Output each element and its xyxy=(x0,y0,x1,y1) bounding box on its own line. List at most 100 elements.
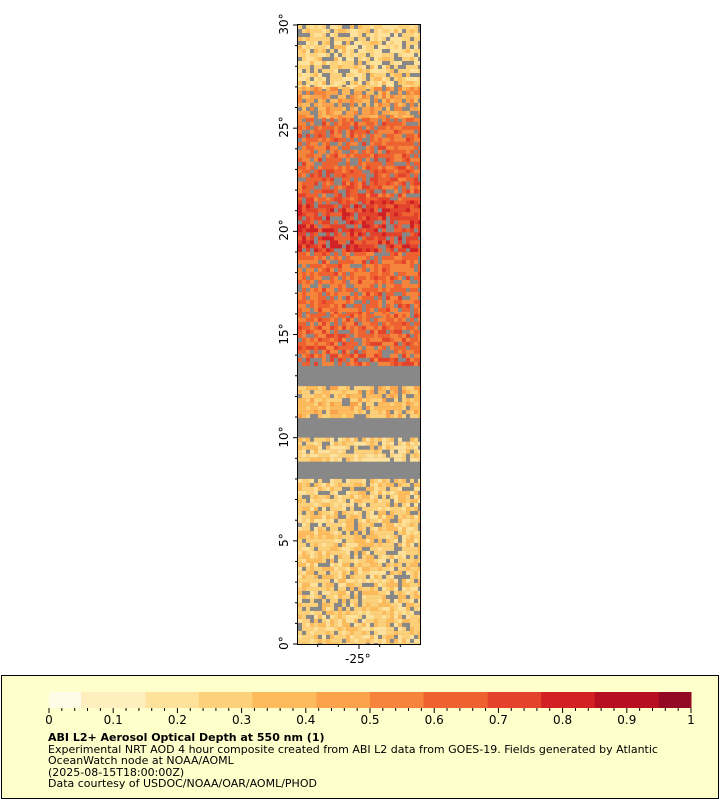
aod-pixel-region-9 xyxy=(354,566,358,571)
aod-pixel-region-4 xyxy=(366,236,370,241)
aod-pixel-region-9 xyxy=(382,618,386,623)
aod-pixel-region-9 xyxy=(302,642,306,644)
aod-pixel-region-3 xyxy=(402,173,406,178)
aod-pixel-region-6 xyxy=(334,313,338,318)
aod-pixel-region-5 xyxy=(374,259,378,264)
aod-pixel-region-9 xyxy=(302,522,306,527)
aod-pixel-region-9 xyxy=(322,534,326,539)
aod-pixel-region-2 xyxy=(366,125,370,130)
aod-pixel-region-0 xyxy=(302,77,306,81)
aod-pixel-region-0 xyxy=(382,33,386,37)
aod-pixel-region-9 xyxy=(330,502,334,507)
aod-pixel-region-3 xyxy=(370,189,374,194)
aod-pixel-region-9 xyxy=(410,526,414,531)
aod-pixel-region-3 xyxy=(318,173,322,178)
aod-pixel-region-9 xyxy=(386,586,390,591)
aod-pixel-region-9 xyxy=(346,590,350,595)
aod-pixel-region-0 xyxy=(302,73,306,77)
aod-pixel-region-9 xyxy=(394,590,398,595)
aod-pixel-region-9 xyxy=(342,622,346,627)
aod-pixel-region-7 xyxy=(414,390,418,395)
aod-pixel-region-6 xyxy=(330,349,334,354)
aod-pixel-region-7 xyxy=(374,406,378,411)
aod-pixel-region-5 xyxy=(346,291,350,296)
aod-pixel-region-4 xyxy=(406,212,410,217)
aod-pixel-region-8 xyxy=(366,449,370,454)
aod-pixel-region-9 xyxy=(354,626,358,631)
aod-pixel-region-2 xyxy=(410,133,414,138)
aod-pixel-region-0 xyxy=(322,29,326,33)
aod-pixel-region-9 xyxy=(342,510,346,515)
aod-pixel-region-2 xyxy=(310,145,314,150)
aod-pixel-region-5 xyxy=(326,251,330,256)
aod-pixel-region-9 xyxy=(354,618,358,623)
aod-pixel-region-9 xyxy=(338,578,342,583)
aod-pixel-region-9 xyxy=(346,502,350,507)
aod-pixel-region-5 xyxy=(358,303,362,308)
aod-pixel-region-1 xyxy=(362,110,366,115)
aod-pixel-region-9 xyxy=(418,630,420,635)
aod-pixel-region-1 xyxy=(374,106,378,111)
aod-pixel-region-7 xyxy=(310,402,314,407)
aod-pixel-region-9 xyxy=(378,570,382,575)
aod-pixel-region-6 xyxy=(394,333,398,338)
aod-pixel-region-2 xyxy=(334,145,338,150)
aod-pixel-region-3 xyxy=(354,177,358,182)
aod-pixel-region-0 xyxy=(354,41,358,45)
aod-pixel-region-6 xyxy=(378,341,382,346)
aod-pixel-region-2 xyxy=(398,121,402,126)
aod-pixel-region-0 xyxy=(350,53,354,57)
aod-pixel-region-0 xyxy=(382,81,386,85)
aod-pixel-region-9 xyxy=(370,478,374,483)
aod-pixel-region-9 xyxy=(334,522,338,527)
aod-pixel-region-5 xyxy=(398,299,402,304)
aod-pixel-region-4 xyxy=(338,244,342,249)
aod-pixel-region-9 xyxy=(366,602,370,607)
aod-pixel-region-8 xyxy=(354,457,358,462)
aod-pixel-region-6 xyxy=(334,333,338,338)
aod-pixel-region-9 xyxy=(378,554,382,559)
aod-pixel-region-9 xyxy=(314,594,318,599)
aod-pixel-region-7 xyxy=(322,394,326,399)
aod-pixel-region-5 xyxy=(398,287,402,292)
aod-pixel-region-2 xyxy=(418,121,420,126)
aod-pixel-region-9 xyxy=(394,502,398,507)
aod-pixel-region-6 xyxy=(398,345,402,350)
aod-pixel-region-3 xyxy=(310,181,314,186)
aod-pixel-region-6 xyxy=(418,313,420,318)
aod-pixel-region-2 xyxy=(398,125,402,130)
aod-pixel-region-1 xyxy=(362,114,366,119)
aod-pixel-region-4 xyxy=(418,208,420,213)
aod-pixel-region-5 xyxy=(382,271,386,276)
aod-pixel-region-0 xyxy=(410,53,414,57)
aod-pixel-region-4 xyxy=(414,216,418,221)
aod-pixel-region-6 xyxy=(314,345,318,350)
aod-pixel-region-2 xyxy=(318,149,322,154)
aod-pixel-region-2 xyxy=(406,153,410,158)
aod-pixel-region-9 xyxy=(406,530,410,535)
aod-pixel-region-2 xyxy=(394,117,398,122)
aod-pixel-region-6 xyxy=(394,353,398,358)
aod-pixel-region-2 xyxy=(362,161,366,166)
aod-pixel-region-4 xyxy=(354,240,358,245)
aod-pixel-region-9 xyxy=(402,522,406,527)
aod-pixel-region-6 xyxy=(394,361,398,366)
aod-pixel-region-2 xyxy=(318,153,322,158)
aod-pixel-region-6 xyxy=(318,337,322,342)
aod-pixel-region-6 xyxy=(346,317,350,322)
aod-pixel-region-9 xyxy=(386,610,390,615)
aod-pixel-region-2 xyxy=(310,153,314,158)
aod-pixel-region-7 xyxy=(306,410,310,415)
aod-pixel-region-2 xyxy=(346,141,350,146)
aod-pixel-region-9 xyxy=(326,482,330,487)
aod-pixel-region-5 xyxy=(390,259,394,264)
aod-pixel-region-3 xyxy=(374,177,378,182)
aod-pixel-region-6 xyxy=(354,313,358,318)
aod-pixel-region-9 xyxy=(298,610,302,615)
aod-pixel-region-5 xyxy=(322,287,326,292)
aod-pixel-region-8 xyxy=(326,453,330,458)
aod-pixel-region-0 xyxy=(346,37,350,41)
aod-pixel-region-9 xyxy=(398,554,402,559)
aod-pixel-region-9 xyxy=(402,594,406,599)
aod-pixel-region-0 xyxy=(338,41,342,45)
